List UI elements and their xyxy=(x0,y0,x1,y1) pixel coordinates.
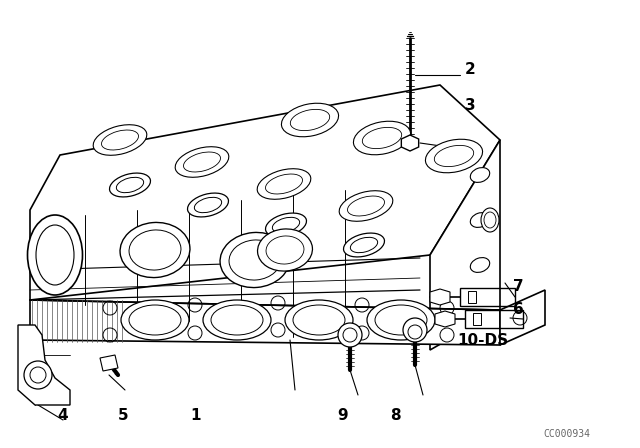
Text: CC000934: CC000934 xyxy=(543,429,590,439)
Text: 6: 6 xyxy=(513,302,524,317)
Ellipse shape xyxy=(28,215,83,295)
Text: 8: 8 xyxy=(390,408,401,423)
Ellipse shape xyxy=(470,168,490,182)
Polygon shape xyxy=(500,290,545,345)
Ellipse shape xyxy=(339,191,393,221)
Bar xyxy=(473,313,481,325)
Ellipse shape xyxy=(257,229,312,271)
Ellipse shape xyxy=(109,173,150,197)
Ellipse shape xyxy=(266,213,307,237)
Ellipse shape xyxy=(285,300,353,340)
Ellipse shape xyxy=(470,213,490,228)
Polygon shape xyxy=(30,85,500,300)
Ellipse shape xyxy=(220,233,290,288)
Text: 7: 7 xyxy=(513,279,524,294)
Bar xyxy=(468,291,476,303)
Ellipse shape xyxy=(353,121,411,155)
Polygon shape xyxy=(100,355,118,371)
Circle shape xyxy=(338,323,362,347)
Ellipse shape xyxy=(257,169,311,199)
Text: 4: 4 xyxy=(58,408,68,423)
Circle shape xyxy=(403,318,427,342)
Text: 3: 3 xyxy=(465,98,476,113)
Ellipse shape xyxy=(344,233,385,257)
Ellipse shape xyxy=(93,125,147,155)
Ellipse shape xyxy=(203,300,271,340)
Polygon shape xyxy=(435,311,455,327)
Polygon shape xyxy=(18,325,70,405)
Text: 2: 2 xyxy=(465,62,476,77)
Text: 9: 9 xyxy=(337,408,348,423)
Ellipse shape xyxy=(367,300,435,340)
Bar xyxy=(460,288,515,306)
Ellipse shape xyxy=(121,300,189,340)
Polygon shape xyxy=(401,135,419,151)
Text: 10-DS: 10-DS xyxy=(458,333,509,348)
Ellipse shape xyxy=(175,146,229,177)
Polygon shape xyxy=(30,300,500,345)
Ellipse shape xyxy=(470,258,490,272)
Polygon shape xyxy=(430,289,450,305)
Ellipse shape xyxy=(120,223,190,278)
Ellipse shape xyxy=(426,139,483,173)
Ellipse shape xyxy=(282,103,339,137)
Ellipse shape xyxy=(481,208,499,232)
Ellipse shape xyxy=(188,193,228,217)
Polygon shape xyxy=(430,140,500,350)
Text: 1: 1 xyxy=(190,408,200,423)
Text: 5: 5 xyxy=(118,408,129,423)
Circle shape xyxy=(24,361,52,389)
Bar xyxy=(465,310,523,328)
Circle shape xyxy=(103,357,115,369)
